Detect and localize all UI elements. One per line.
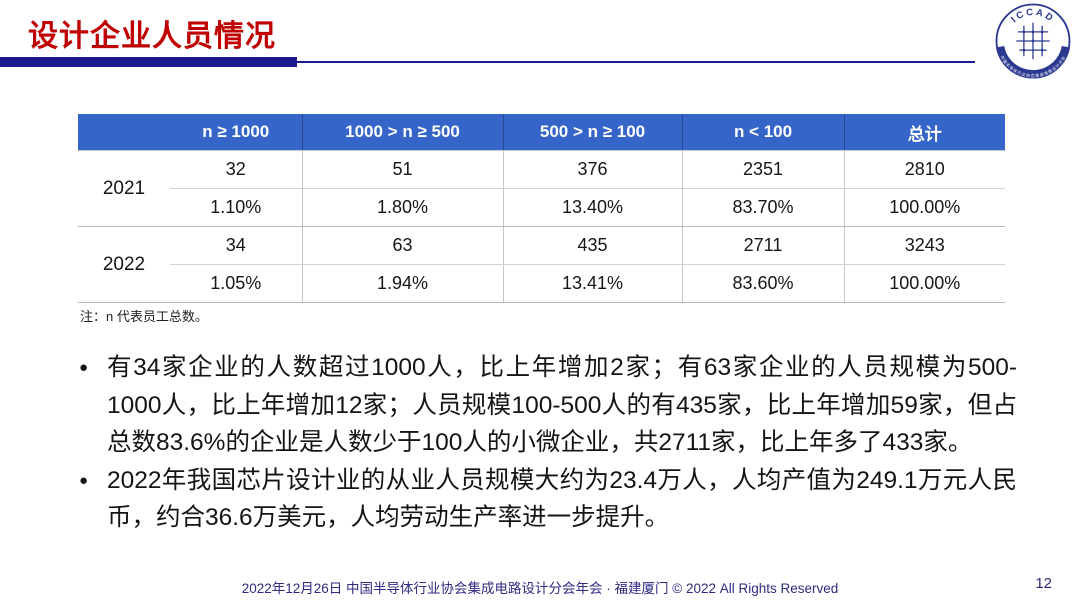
count-cell: 63 [302,226,504,265]
table-note: 注：n 代表员工总数。 [80,309,208,324]
bullet-text: 有34家企业的人数超过1000人，比上年增加2家；有63家企业的人员规模为500… [107,354,1017,456]
count-cell: 2351 [682,150,845,189]
count-cell: 51 [302,150,504,189]
percent-cell: 13.41% [503,264,683,303]
footer-text: 2022年12月26日 中国半导体行业协会集成电路设计分会年会 · 福建厦门 ©… [241,581,839,596]
percent-cell: 83.60% [682,264,845,303]
list-item: ● 有34家企业的人数超过1000人，比上年增加2家；有63家企业的人员规模为5… [76,349,1017,462]
percent-cell: 1.10% [170,188,303,227]
table-row: 1.10% 1.80% 13.40% 83.70% 100.00% [78,188,1005,227]
count-cell: 2810 [844,150,1005,189]
header-cell-year [78,114,170,151]
year-cell: 2022 [78,226,170,303]
percent-cell: 1.94% [302,264,504,303]
list-item: ● 2022年我国芯片设计业的从业人员规模大约为23.4万人，人均产值为249.… [76,462,1017,537]
header-cell-500-100: 500 > n ≥ 100 [503,114,683,151]
table-row: 1.05% 1.94% 13.41% 83.60% 100.00% [78,264,1005,303]
bullet-icon: ● [79,471,89,489]
header-cell-total: 总计 [844,114,1005,151]
percent-cell: 100.00% [844,264,1005,303]
count-cell: 2711 [682,226,845,265]
personnel-table: n ≥ 1000 1000 > n ≥ 500 500 > n ≥ 100 n … [78,114,1005,303]
count-cell: 376 [503,150,683,189]
bullet-list: ● 有34家企业的人数超过1000人，比上年增加2家；有63家企业的人员规模为5… [76,349,1017,537]
year-cell: 2021 [78,150,170,227]
bullet-text: 2022年我国芯片设计业的从业人员规模大约为23.4万人，人均产值为249.1万… [107,466,1017,532]
title-underline-bar [0,57,297,67]
count-cell: 32 [170,150,303,189]
logo-bottom-band [995,45,1071,79]
percent-cell: 100.00% [844,188,1005,227]
header-cell-n-lt-100: n < 100 [682,114,845,151]
page-title: 设计企业人员情况 [28,20,276,53]
title-underline-line [297,61,975,63]
header-cell-n-ge-1000: n ≥ 1000 [170,114,303,151]
count-cell: 3243 [844,226,1005,265]
chip-grid-dots [1022,30,1044,52]
table-row: 2022 34 63 435 2711 3243 [78,226,1005,303]
count-cell: 435 [503,226,683,265]
page-number: 12 [1035,575,1052,592]
header-cell-1000-500: 1000 > n ≥ 500 [302,114,504,151]
count-cell: 34 [170,226,303,265]
percent-cell: 83.70% [682,188,845,227]
table-row: 2021 32 51 376 2351 2810 [78,150,1005,227]
iccad-logo: ICCAD 中国半导体行业协会集成电路设计分会 [995,3,1071,79]
percent-cell: 13.40% [503,188,683,227]
bullet-icon: ● [79,359,89,376]
table-header-row: n ≥ 1000 1000 > n ≥ 500 500 > n ≥ 100 n … [78,114,1005,151]
percent-cell: 1.80% [302,188,504,227]
percent-cell: 1.05% [170,264,303,303]
